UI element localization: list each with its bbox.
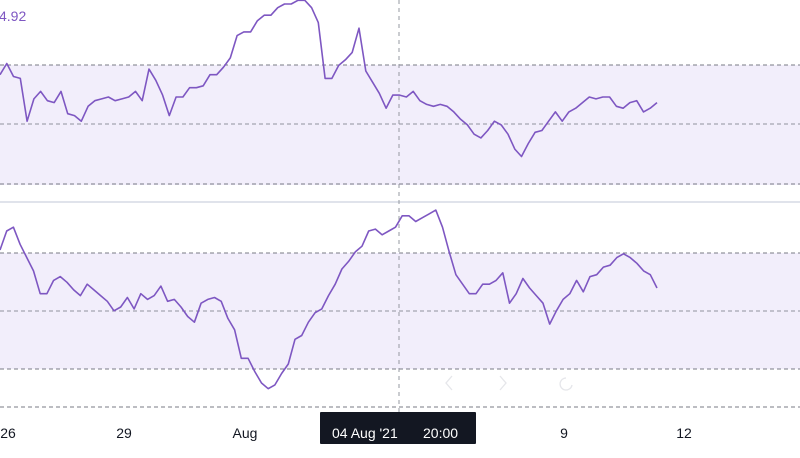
lower-series-line bbox=[0, 209, 658, 390]
upper-series-line bbox=[0, 0, 658, 158]
x-tick-12: 12 bbox=[676, 425, 692, 441]
crosshair-date-text: 04 Aug '21 bbox=[332, 425, 398, 441]
chart-nav-buttons[interactable] bbox=[445, 375, 573, 391]
crosshair-time-text: 20:00 bbox=[423, 425, 458, 441]
upper-value-label: 4.92 bbox=[0, 8, 26, 24]
crosshair-label-bg bbox=[320, 412, 476, 444]
crosshair-time-label: 04 Aug '21 20:00 bbox=[320, 412, 476, 444]
x-tick-26: 26 bbox=[0, 425, 16, 441]
x-tick-9: 9 bbox=[560, 425, 568, 441]
upper-band-fill bbox=[0, 65, 800, 185]
x-tick-aug: Aug bbox=[233, 425, 258, 441]
scroll-back-icon[interactable] bbox=[445, 375, 453, 391]
scroll-forward-icon[interactable] bbox=[499, 375, 507, 391]
x-tick-29: 29 bbox=[116, 425, 132, 441]
reset-chart-icon[interactable] bbox=[559, 377, 573, 391]
